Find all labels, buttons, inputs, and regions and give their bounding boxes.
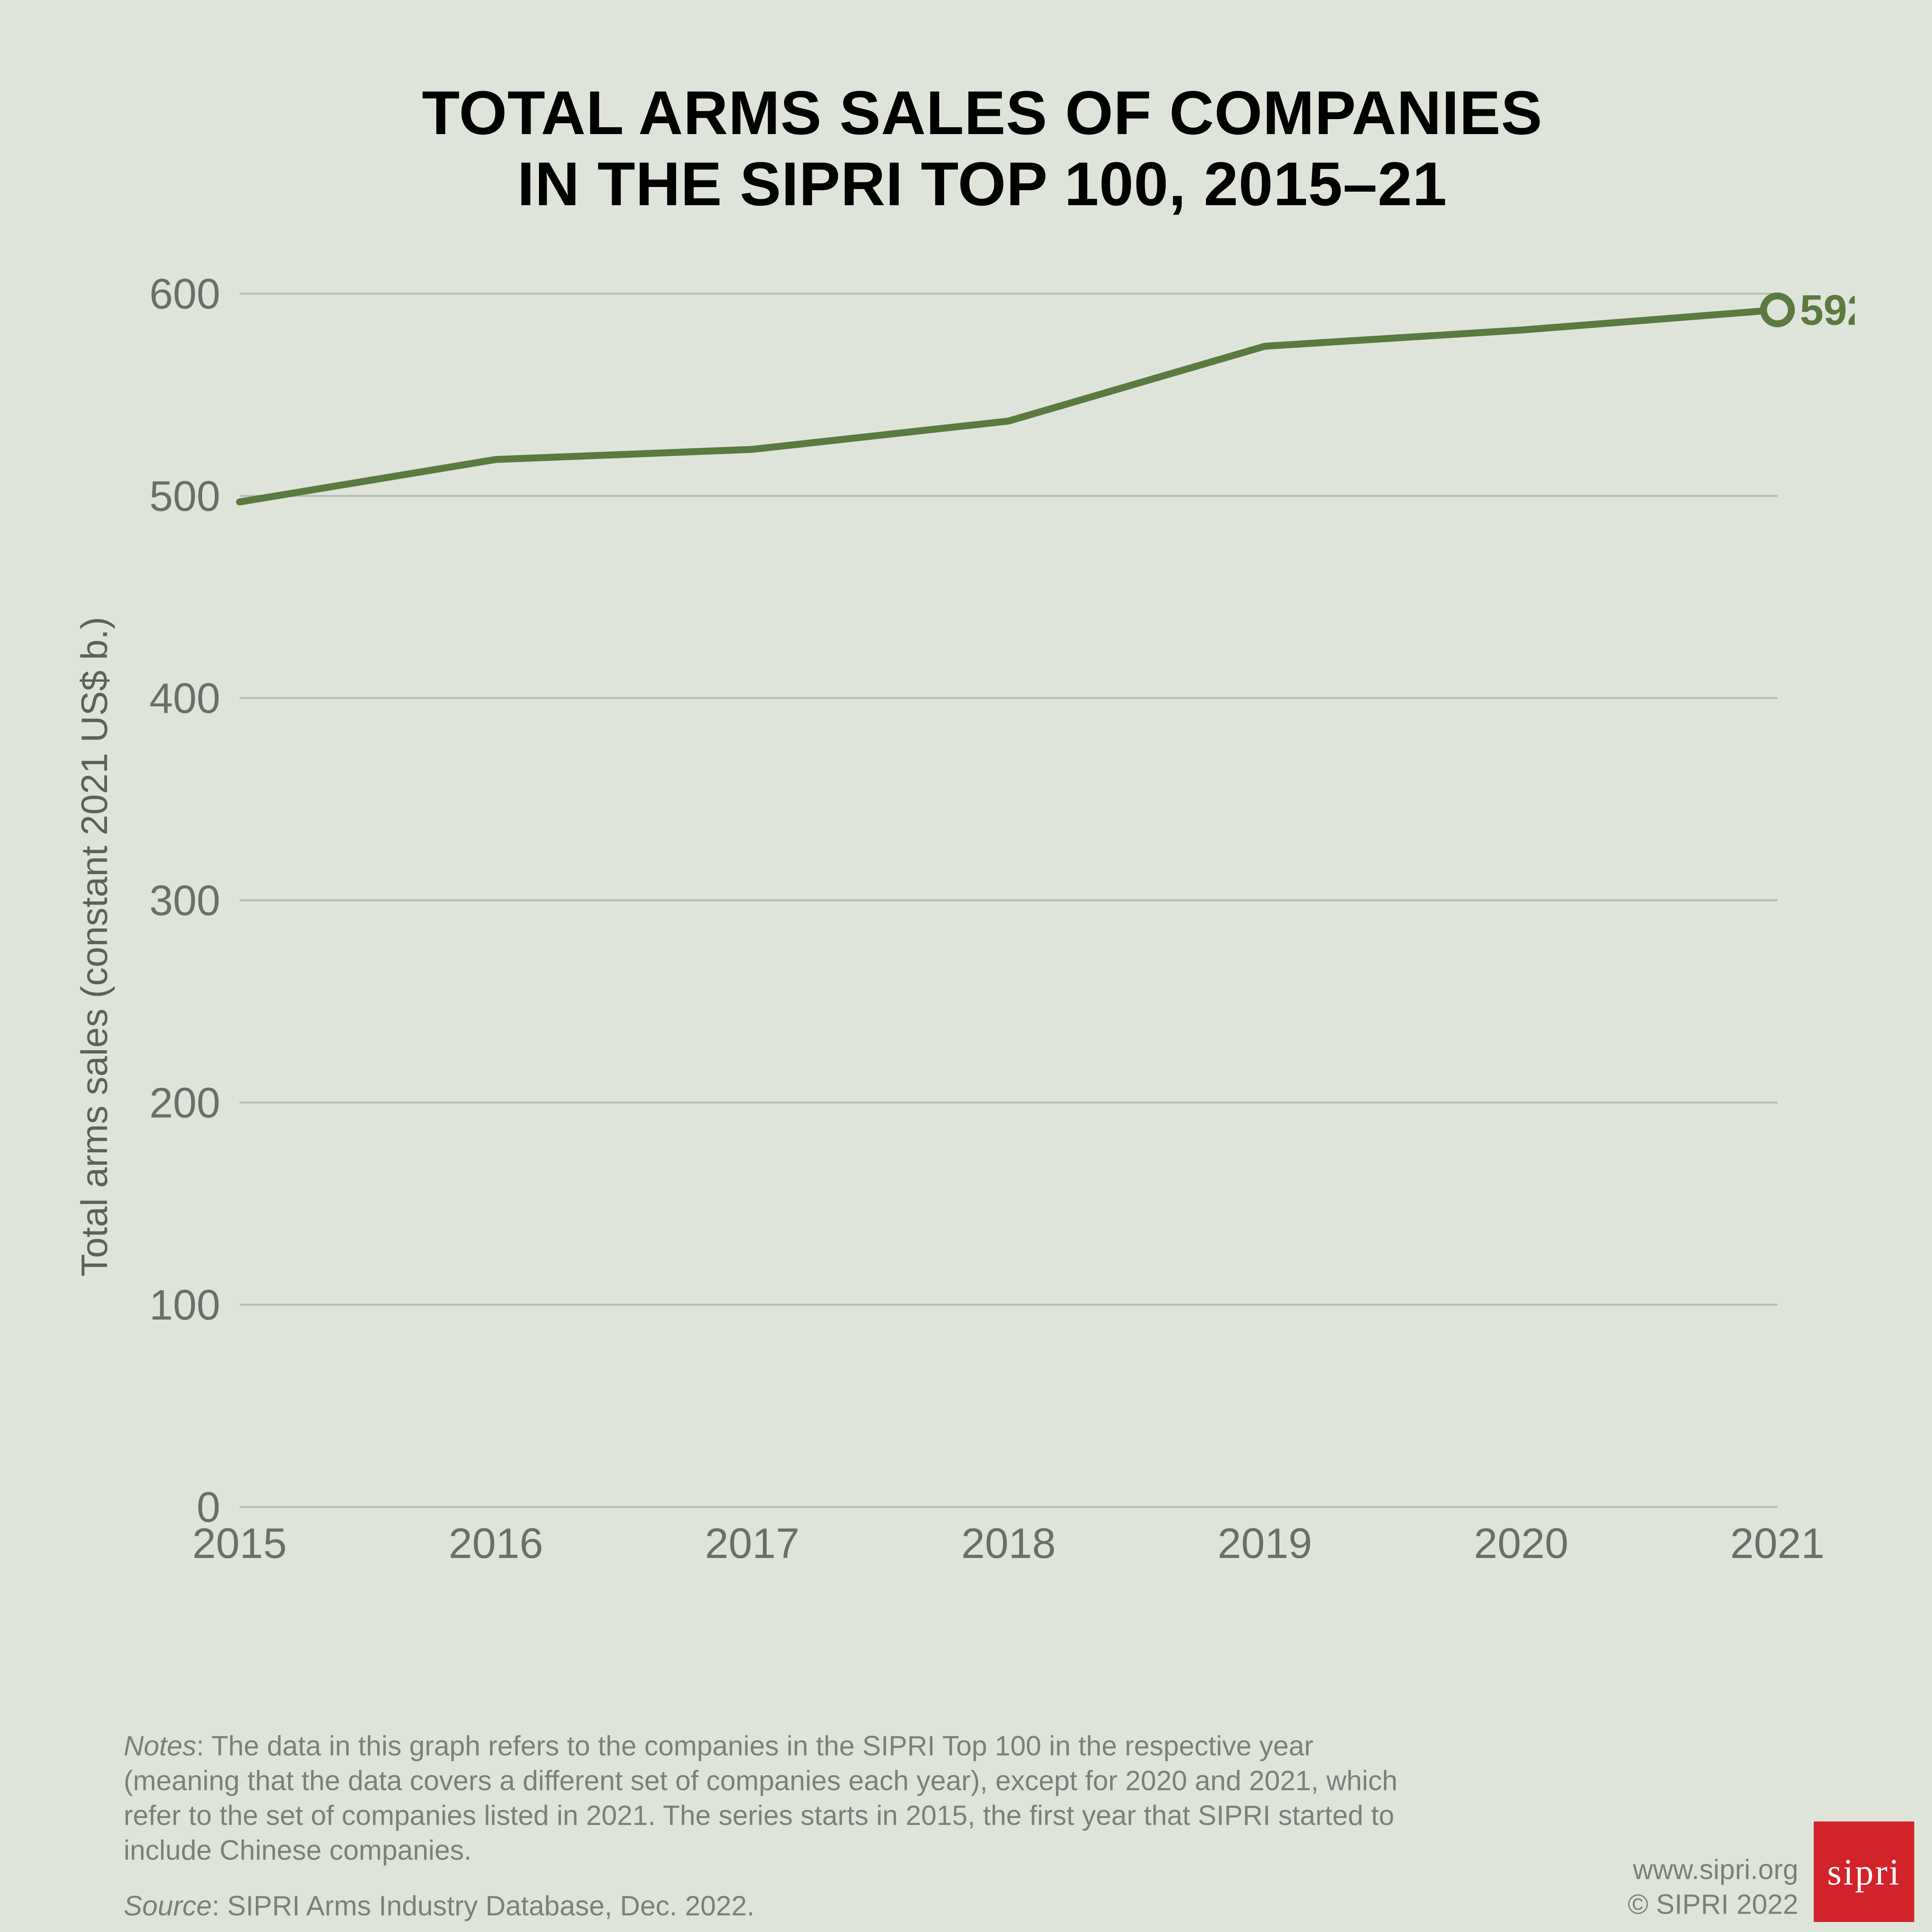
title-line-2: IN THE SIPRI TOP 100, 2015–21 xyxy=(517,149,1447,218)
y-tick-label: 500 xyxy=(149,473,220,520)
sipri-logo: sipri xyxy=(1814,1821,1914,1922)
brand-url: www.sipri.org xyxy=(1633,1854,1798,1885)
line-chart: 0100200300400500600201520162017201820192… xyxy=(116,270,1855,1623)
y-tick-label: 100 xyxy=(149,1281,220,1329)
x-tick-label: 2021 xyxy=(1730,1520,1825,1567)
notes-text: : The data in this graph refers to the c… xyxy=(124,1731,1398,1866)
x-tick-label: 2019 xyxy=(1218,1520,1312,1567)
footer-notes: Notes: The data in this graph refers to … xyxy=(124,1729,1399,1868)
y-tick-label: 400 xyxy=(149,675,220,722)
end-label: 592 xyxy=(1800,286,1855,334)
data-line xyxy=(240,310,1777,502)
x-tick-label: 2018 xyxy=(961,1520,1056,1567)
source-label: Source xyxy=(124,1891,212,1922)
y-tick-label: 300 xyxy=(149,877,220,925)
x-tick-label: 2016 xyxy=(449,1520,543,1567)
x-tick-label: 2017 xyxy=(705,1520,799,1567)
brand-block: www.sipri.org © SIPRI 2022 sipri xyxy=(1628,1821,1914,1922)
chart-area: 0100200300400500600201520162017201820192… xyxy=(116,270,1855,1623)
chart-title: TOTAL ARMS SALES OF COMPANIES IN THE SIP… xyxy=(0,77,1932,219)
y-axis-label: Total arms sales (constant 2021 US$ b.) xyxy=(73,617,116,1276)
page: TOTAL ARMS SALES OF COMPANIES IN THE SIP… xyxy=(0,0,1932,1932)
x-tick-label: 2020 xyxy=(1474,1520,1568,1567)
brand-copyright: © SIPRI 2022 xyxy=(1628,1889,1798,1920)
title-line-1: TOTAL ARMS SALES OF COMPANIES xyxy=(422,78,1543,147)
brand-text: www.sipri.org © SIPRI 2022 xyxy=(1628,1852,1798,1922)
footer-source: Source: SIPRI Arms Industry Database, De… xyxy=(124,1890,755,1922)
y-tick-label: 200 xyxy=(149,1079,220,1127)
end-marker xyxy=(1764,296,1791,324)
notes-label: Notes xyxy=(124,1731,196,1762)
source-text: : SIPRI Arms Industry Database, Dec. 202… xyxy=(212,1891,755,1922)
y-tick-label: 600 xyxy=(149,270,220,318)
brand-logo-text: sipri xyxy=(1827,1850,1901,1893)
x-tick-label: 2015 xyxy=(192,1520,287,1567)
